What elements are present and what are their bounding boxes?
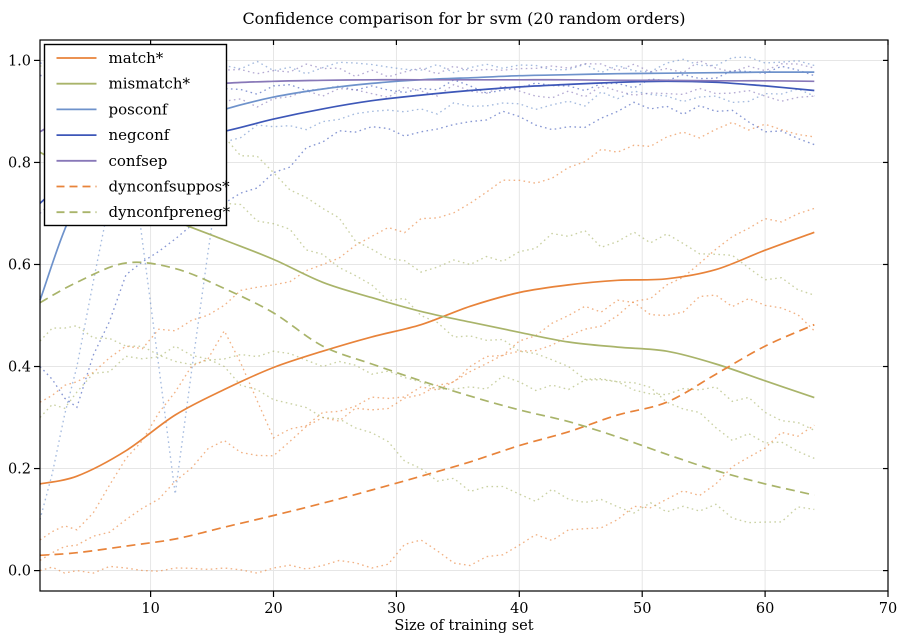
y-tick-label: 1.0 [8, 53, 31, 69]
legend-label-mismatch: mismatch* [109, 75, 191, 93]
x-axis-label: Size of training set [394, 618, 533, 634]
axes: 10 20 30 40 50 60 70 0.0 0.2 0.4 0.6 0.8 1.0 [8, 39, 897, 617]
series-band-lower-dynconfpreneg [39, 345, 815, 524]
plot-border [39, 39, 889, 592]
y-tick-label: 0.2 [8, 462, 31, 478]
series-band-lower-match [39, 294, 815, 561]
y-tick-label: 0.6 [8, 257, 31, 273]
legend-label-dynconfsuppos: dynconfsuppos* [109, 178, 231, 196]
chart-title: Confidence comparison for br svm (20 ran… [242, 9, 685, 28]
y-tick-label: 0.8 [8, 155, 31, 171]
series-band-upper-match [39, 121, 815, 403]
x-tick-label: 20 [264, 601, 282, 617]
series-band-upper-negconf [39, 62, 815, 95]
legend-label-posconf: posconf [109, 100, 169, 118]
x-tick-label: 40 [510, 601, 528, 617]
series-bands [39, 56, 815, 574]
x-tick-label: 10 [141, 601, 159, 617]
series-band-lower-dynconfsuppos [39, 424, 815, 574]
x-tick-label: 70 [879, 601, 897, 617]
x-tick-label: 30 [387, 601, 405, 617]
series-line-dynconfpreneg [39, 261, 815, 496]
legend: match* mismatch* posconf negconf confsep dync… [43, 43, 231, 227]
series-band-lower-mismatch [39, 324, 815, 431]
series-line-dynconfsuppos [39, 323, 815, 557]
series-band-upper-mismatch [39, 64, 815, 296]
legend-label-match: match* [109, 49, 164, 67]
series-band-upper-dynconfsuppos [39, 207, 815, 541]
legend-label-dynconfpreneg: dynconfpreneg* [109, 203, 231, 221]
x-tick-label: 50 [633, 601, 651, 617]
y-tick-label: 0.4 [8, 360, 31, 376]
series-band-upper-posconf [39, 56, 815, 77]
legend-label-confsep: confsep [109, 152, 168, 170]
x-tick-label: 60 [756, 601, 774, 617]
y-tick-label: 0.0 [8, 564, 31, 580]
series-line-match [39, 231, 815, 485]
legend-label-negconf: negconf [109, 126, 171, 144]
